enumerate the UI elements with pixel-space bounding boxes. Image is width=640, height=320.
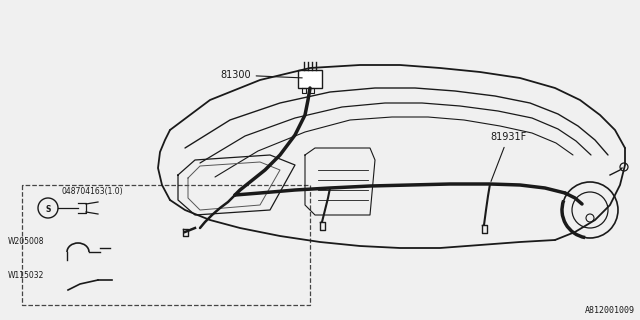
Text: A812001009: A812001009 <box>585 306 635 315</box>
Text: S: S <box>45 204 51 213</box>
Text: 81300: 81300 <box>220 70 302 80</box>
Text: 81931F: 81931F <box>490 132 526 181</box>
Text: W115032: W115032 <box>8 271 44 280</box>
Text: W205008: W205008 <box>8 237 45 246</box>
FancyBboxPatch shape <box>298 70 322 88</box>
Text: 048704163(1.0): 048704163(1.0) <box>61 187 123 196</box>
